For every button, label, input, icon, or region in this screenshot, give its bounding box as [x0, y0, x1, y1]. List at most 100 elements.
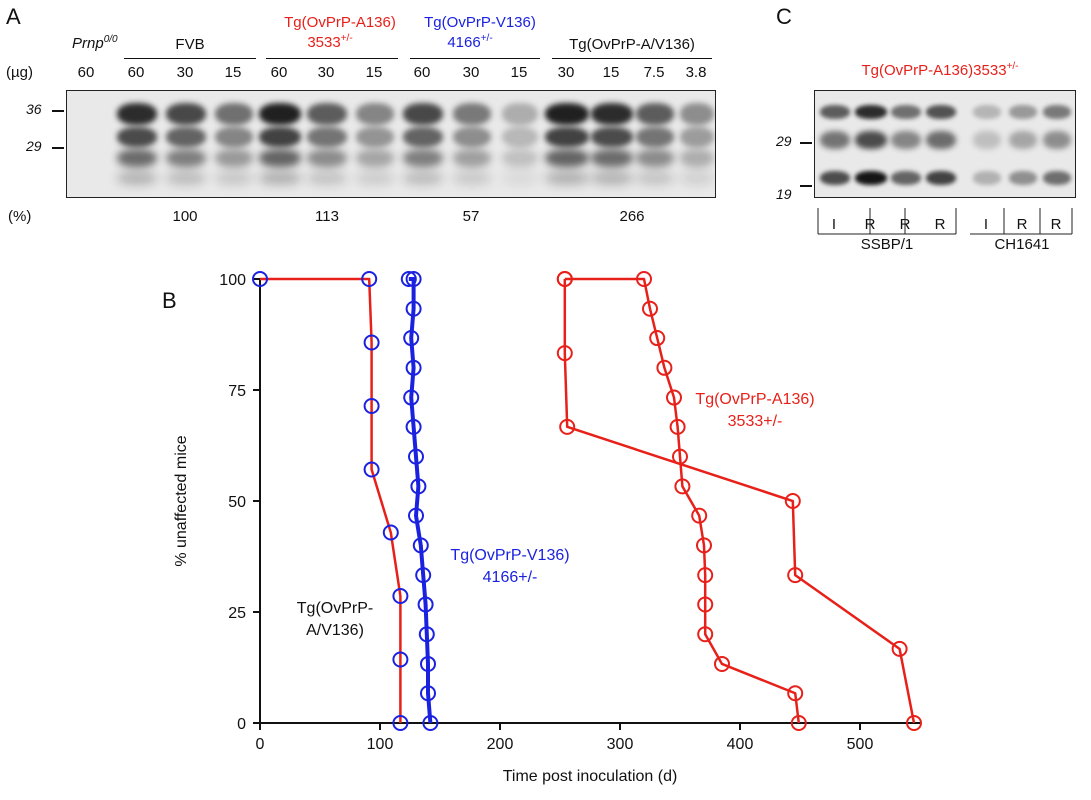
y-tick-label: 50	[228, 494, 246, 511]
western-blot-image-c	[814, 90, 1076, 198]
data-point-marker	[697, 596, 714, 613]
blot-band	[502, 127, 538, 147]
series-label: Tg(OvPrP-	[297, 600, 373, 617]
a136-group-title: Tg(OvPrP-A136)	[284, 14, 396, 31]
blot-band	[259, 171, 301, 185]
blot-band	[453, 149, 491, 167]
percent-value: 100	[172, 208, 198, 225]
fvb-group-underline	[124, 58, 256, 59]
blot-band	[591, 127, 633, 147]
blot-band	[356, 149, 394, 167]
data-point-marker	[697, 567, 714, 584]
data-point-marker	[891, 640, 908, 657]
blot-band	[502, 171, 538, 185]
lane-amount: 30	[176, 64, 194, 81]
blot-band	[307, 149, 347, 167]
blot-band	[820, 105, 850, 119]
panel-a-letter: A	[6, 4, 21, 29]
mw-marker-19: 19	[776, 186, 792, 202]
blot-band	[636, 171, 674, 185]
x-tick-label: 200	[487, 736, 514, 753]
blot-band	[166, 127, 206, 147]
y-tick-label: 0	[237, 716, 246, 733]
lane-amount: 60	[270, 64, 288, 81]
lane-label: I	[831, 216, 837, 233]
blot-band	[680, 149, 714, 167]
blot-band	[1043, 105, 1071, 119]
blot-band	[403, 127, 443, 147]
blot-band	[166, 171, 206, 185]
percent-value: 266	[619, 208, 645, 225]
blot-band	[215, 103, 253, 125]
series-label: 4166+/-	[483, 569, 538, 586]
lane-amount: 7.5	[643, 64, 665, 81]
blot-band	[215, 127, 253, 147]
data-point-marker	[669, 418, 686, 435]
data-point-marker	[418, 626, 435, 643]
data-point-marker	[405, 418, 422, 435]
series-line	[260, 277, 402, 723]
blot-band	[1009, 105, 1037, 119]
blot-band	[545, 103, 589, 125]
blot-band	[453, 103, 491, 125]
data-point-marker	[559, 418, 576, 435]
lane-amount: 30	[317, 64, 335, 81]
series-label: A/V136)	[306, 622, 364, 639]
blot-band	[403, 103, 443, 125]
blot-band	[636, 149, 674, 167]
data-point-marker	[674, 478, 691, 495]
blot-band	[855, 131, 887, 149]
lane-amount: 3.8	[685, 64, 707, 81]
blot-band	[545, 149, 589, 167]
blot-band	[453, 127, 491, 147]
mw-tick	[52, 110, 64, 112]
blot-band	[356, 103, 394, 125]
blot-band	[215, 149, 253, 167]
lane-amount: 15	[602, 64, 620, 81]
blot-band	[166, 149, 206, 167]
data-point-marker	[556, 271, 573, 287]
y-tick-label: 100	[219, 272, 246, 289]
fvb-group-title: FVB	[175, 36, 205, 53]
blot-band	[259, 149, 301, 167]
blot-band	[1043, 171, 1071, 185]
data-point-marker	[405, 359, 422, 376]
blot-band	[1043, 131, 1071, 149]
data-point-marker	[787, 567, 804, 584]
data-point-marker	[405, 271, 422, 287]
data-point-marker	[392, 588, 409, 605]
y-tick-label: 75	[228, 383, 246, 400]
lane-label: I	[983, 216, 989, 233]
blot-band	[636, 103, 674, 125]
blot-band	[117, 171, 157, 185]
series-label: Tg(OvPrP-A136)	[695, 391, 814, 408]
data-point-marker	[382, 524, 399, 541]
blot-band	[973, 105, 1001, 119]
blot-band	[403, 171, 443, 185]
data-point-marker	[363, 334, 380, 351]
data-point-marker	[784, 493, 801, 509]
percent-value: 113	[315, 208, 339, 225]
data-point-marker	[403, 389, 420, 406]
lane-amount: 60	[77, 64, 95, 81]
mw-marker-29: 29	[776, 133, 792, 149]
blot-band	[502, 103, 538, 125]
data-point-marker	[696, 537, 712, 554]
a136-group-underline	[266, 58, 398, 59]
lane-label: R	[934, 216, 946, 233]
blot-band	[891, 131, 921, 149]
v136-group-line2: 4166+/-	[447, 33, 493, 52]
data-point-marker	[790, 715, 807, 731]
lane-amount: 30	[557, 64, 575, 81]
data-point-marker	[408, 507, 424, 524]
blot-band	[1009, 131, 1037, 149]
prnp-group-title: Prnp0/0	[72, 34, 118, 53]
blot-band	[307, 127, 347, 147]
blot-band	[891, 171, 921, 185]
ug-unit-label: (µg)	[6, 64, 33, 81]
blot-band	[973, 171, 1001, 185]
data-point-marker	[392, 715, 409, 731]
data-point-marker	[405, 300, 422, 317]
data-point-marker	[408, 448, 424, 465]
mw-tick	[800, 142, 812, 144]
